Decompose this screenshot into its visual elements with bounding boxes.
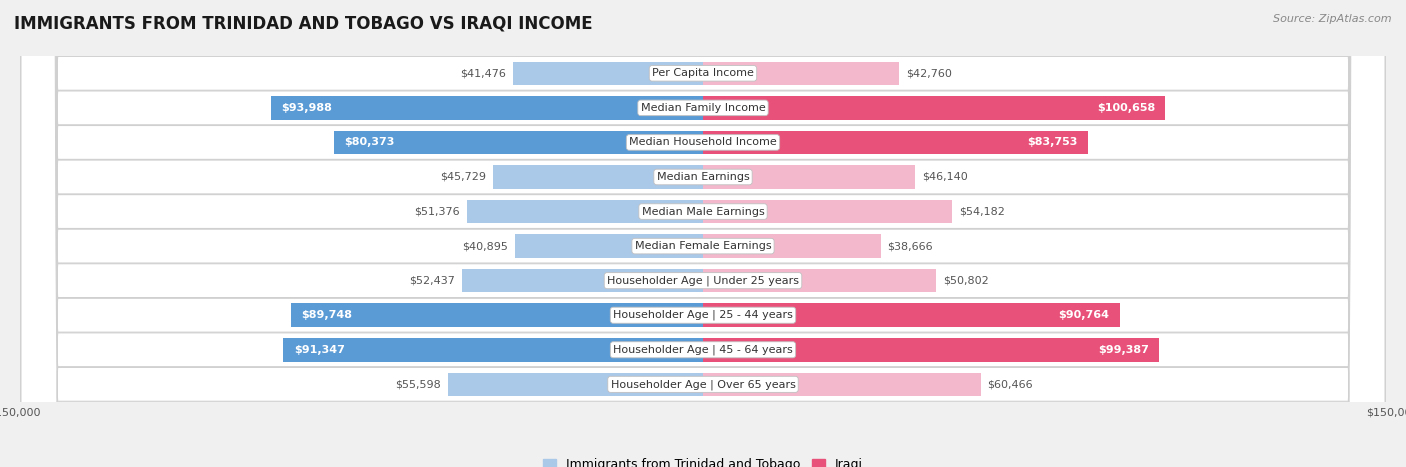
Text: $54,182: $54,182 [959,206,1005,217]
Text: $50,802: $50,802 [943,276,988,286]
Text: Median Household Income: Median Household Income [628,137,778,148]
Text: $80,373: $80,373 [344,137,395,148]
Text: $93,988: $93,988 [281,103,333,113]
Text: $55,598: $55,598 [395,379,440,389]
Text: $51,376: $51,376 [415,206,460,217]
FancyBboxPatch shape [21,0,1385,467]
Bar [703,269,936,292]
Text: Householder Age | 45 - 64 years: Householder Age | 45 - 64 years [613,345,793,355]
Bar [703,373,981,396]
Text: Per Capita Income: Per Capita Income [652,68,754,78]
FancyBboxPatch shape [21,0,1385,467]
Bar [291,304,703,327]
Bar [703,234,880,258]
Text: $83,753: $83,753 [1026,137,1077,148]
FancyBboxPatch shape [21,0,1385,467]
Bar [463,269,703,292]
Text: $90,764: $90,764 [1059,310,1109,320]
FancyBboxPatch shape [21,0,1385,467]
FancyBboxPatch shape [21,0,1385,467]
Bar [271,96,703,120]
Text: $60,466: $60,466 [987,379,1033,389]
Text: $91,347: $91,347 [294,345,344,355]
Text: $99,387: $99,387 [1098,345,1149,355]
Bar [703,304,1119,327]
FancyBboxPatch shape [21,0,1385,467]
FancyBboxPatch shape [21,0,1385,467]
Bar [703,131,1088,154]
Bar [703,200,952,223]
Bar [284,338,703,361]
Text: Source: ZipAtlas.com: Source: ZipAtlas.com [1274,14,1392,24]
Bar [515,234,703,258]
Text: $46,140: $46,140 [922,172,967,182]
Text: Householder Age | Over 65 years: Householder Age | Over 65 years [610,379,796,389]
Text: Median Female Earnings: Median Female Earnings [634,241,772,251]
Text: Householder Age | 25 - 44 years: Householder Age | 25 - 44 years [613,310,793,320]
Bar [703,96,1166,120]
Text: $41,476: $41,476 [460,68,506,78]
FancyBboxPatch shape [21,0,1385,467]
Text: $89,748: $89,748 [301,310,352,320]
FancyBboxPatch shape [21,0,1385,467]
Text: $38,666: $38,666 [887,241,934,251]
Bar [494,165,703,189]
Bar [467,200,703,223]
FancyBboxPatch shape [21,0,1385,467]
Text: $42,760: $42,760 [907,68,952,78]
Text: Median Male Earnings: Median Male Earnings [641,206,765,217]
Text: IMMIGRANTS FROM TRINIDAD AND TOBAGO VS IRAQI INCOME: IMMIGRANTS FROM TRINIDAD AND TOBAGO VS I… [14,14,593,32]
Bar [447,373,703,396]
Text: $40,895: $40,895 [463,241,509,251]
Text: Median Family Income: Median Family Income [641,103,765,113]
Bar [703,62,900,85]
Bar [703,165,915,189]
Text: $45,729: $45,729 [440,172,486,182]
Bar [513,62,703,85]
Text: $52,437: $52,437 [409,276,456,286]
Legend: Immigrants from Trinidad and Tobago, Iraqi: Immigrants from Trinidad and Tobago, Ira… [543,459,863,467]
Bar [333,131,703,154]
Bar [703,338,1160,361]
Text: Householder Age | Under 25 years: Householder Age | Under 25 years [607,276,799,286]
Text: Median Earnings: Median Earnings [657,172,749,182]
Text: $100,658: $100,658 [1097,103,1154,113]
